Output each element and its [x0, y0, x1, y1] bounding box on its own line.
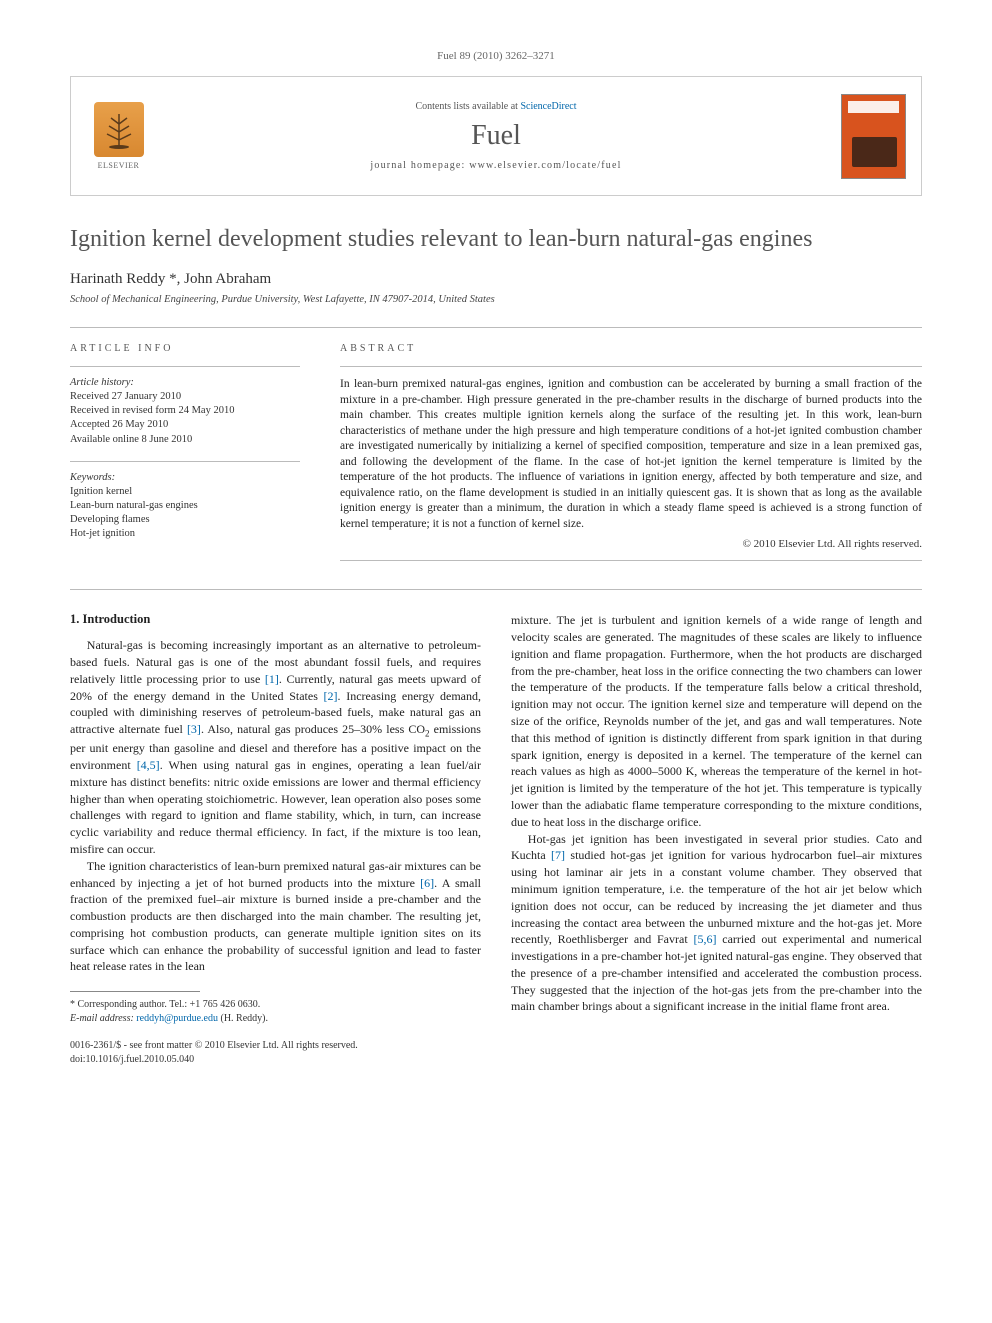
divider: [340, 366, 922, 367]
history-label: Article history:: [70, 377, 300, 388]
elsevier-logo[interactable]: ELSEVIER: [84, 96, 154, 176]
citation-link[interactable]: [2]: [324, 689, 338, 703]
info-abstract-row: ARTICLE INFO Article history: Received 2…: [70, 328, 922, 589]
email-suffix: (H. Reddy).: [218, 1013, 268, 1024]
abstract-heading: ABSTRACT: [340, 343, 922, 354]
footnote-separator: [70, 991, 200, 992]
body-paragraph: Natural-gas is becoming increasingly imp…: [70, 637, 481, 858]
citation-link[interactable]: [1]: [265, 672, 279, 686]
body-columns: 1. Introduction Natural-gas is becoming …: [70, 612, 922, 1066]
divider: [70, 461, 300, 462]
article-info-heading: ARTICLE INFO: [70, 343, 300, 354]
divider: [340, 560, 922, 561]
elsevier-tree-icon: [94, 102, 144, 157]
body-paragraph: Hot-gas jet ignition has been investigat…: [511, 831, 922, 1016]
authors: Harinath Reddy *, John Abraham: [70, 271, 922, 288]
header-center: Contents lists available at ScienceDirec…: [166, 77, 826, 195]
journal-reference: Fuel 89 (2010) 3262–3271: [70, 50, 922, 62]
corresponding-author-footnote: * Corresponding author. Tel.: +1 765 426…: [70, 998, 481, 1012]
keyword: Hot-jet ignition: [70, 527, 300, 541]
citation-link[interactable]: [5,6]: [693, 932, 716, 946]
citation-link[interactable]: [3]: [187, 722, 201, 736]
body-column-left: 1. Introduction Natural-gas is becoming …: [70, 612, 481, 1066]
keywords-label: Keywords:: [70, 472, 300, 483]
keyword: Ignition kernel: [70, 485, 300, 499]
article-title: Ignition kernel development studies rele…: [70, 226, 922, 253]
history-accepted: Accepted 26 May 2010: [70, 418, 300, 432]
journal-homepage[interactable]: journal homepage: www.elsevier.com/locat…: [370, 160, 621, 171]
contents-lists-line: Contents lists available at ScienceDirec…: [415, 101, 576, 112]
body-column-right: mixture. The jet is turbulent and igniti…: [511, 612, 922, 1066]
history-revised: Received in revised form 24 May 2010: [70, 404, 300, 418]
front-matter-line: 0016-2361/$ - see front matter © 2010 El…: [70, 1039, 481, 1053]
citation-link[interactable]: [4,5]: [137, 758, 160, 772]
divider: [70, 589, 922, 590]
email-label: E-mail address:: [70, 1013, 136, 1024]
history-online: Available online 8 June 2010: [70, 433, 300, 447]
history-received: Received 27 January 2010: [70, 390, 300, 404]
cover-thumb-cell: [826, 77, 921, 195]
affiliation: School of Mechanical Engineering, Purdue…: [70, 294, 922, 305]
journal-name: Fuel: [471, 120, 521, 152]
section-heading: 1. Introduction: [70, 612, 481, 627]
body-paragraph: mixture. The jet is turbulent and igniti…: [511, 612, 922, 830]
copyright-line: © 2010 Elsevier Ltd. All rights reserved…: [340, 538, 922, 550]
abstract-column: ABSTRACT In lean-burn premixed natural-g…: [340, 343, 922, 571]
article-history-block: Article history: Received 27 January 201…: [70, 377, 300, 447]
publisher-name: ELSEVIER: [98, 161, 140, 170]
divider: [70, 366, 300, 367]
email-link[interactable]: reddyh@purdue.edu: [136, 1013, 218, 1024]
journal-cover-thumbnail[interactable]: [841, 94, 906, 179]
body-paragraph: The ignition characteristics of lean-bur…: [70, 858, 481, 976]
publisher-logo-cell: ELSEVIER: [71, 77, 166, 195]
abstract-text: In lean-burn premixed natural-gas engine…: [340, 377, 922, 532]
sciencedirect-link[interactable]: ScienceDirect: [520, 101, 576, 112]
contents-lists-prefix: Contents lists available at: [415, 101, 520, 112]
citation-link[interactable]: [7]: [551, 848, 565, 862]
keyword: Developing flames: [70, 513, 300, 527]
article-info-column: ARTICLE INFO Article history: Received 2…: [70, 343, 300, 571]
keywords-block: Keywords: Ignition kernel Lean-burn natu…: [70, 472, 300, 542]
keyword: Lean-burn natural-gas engines: [70, 499, 300, 513]
email-footnote: E-mail address: reddyh@purdue.edu (H. Re…: [70, 1012, 481, 1026]
citation-link[interactable]: [6]: [420, 876, 434, 890]
journal-header: ELSEVIER Contents lists available at Sci…: [70, 76, 922, 196]
doi-line[interactable]: doi:10.1016/j.fuel.2010.05.040: [70, 1053, 481, 1067]
